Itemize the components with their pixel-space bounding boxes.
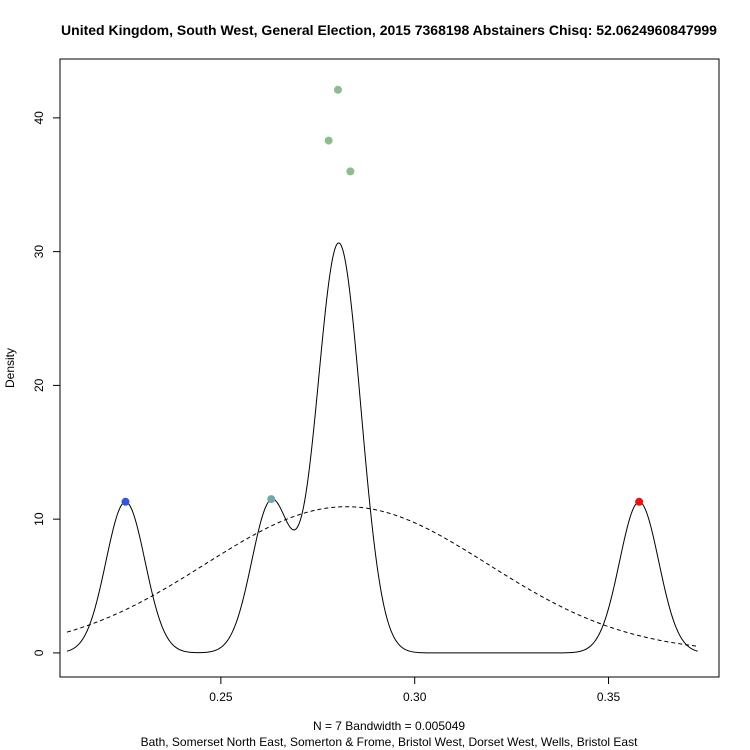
y-axis: 0 10 20 30 40 xyxy=(32,111,60,656)
y-tick-label: 10 xyxy=(32,512,46,526)
points-layer xyxy=(121,85,644,506)
data-point xyxy=(121,497,130,506)
x-tick-label: 0.25 xyxy=(209,690,233,704)
y-tick-label: 30 xyxy=(32,245,46,259)
y-axis-label: Density xyxy=(3,348,17,388)
y-tick-label: 20 xyxy=(32,378,46,392)
x-tick-label: 0.35 xyxy=(597,690,621,704)
y-tick-label: 40 xyxy=(32,111,46,125)
plot-frame xyxy=(59,58,720,678)
series-layer xyxy=(66,242,698,654)
data-point xyxy=(267,495,276,504)
x-axis-label-constituencies: Bath, Somerset North East, Somerton & Fr… xyxy=(141,735,638,749)
x-axis-label-stats: N = 7 Bandwidth = 0.005049 xyxy=(313,719,465,733)
data-point xyxy=(324,136,333,145)
y-tick-label: 0 xyxy=(32,649,46,656)
x-axis: 0.25 0.30 0.35 xyxy=(209,677,621,704)
data-point xyxy=(346,167,355,176)
data-point xyxy=(635,497,644,506)
density-curve xyxy=(66,242,698,654)
normal-curve xyxy=(66,506,698,647)
x-tick-label: 0.30 xyxy=(403,690,427,704)
data-point xyxy=(333,85,342,94)
chart-title: United Kingdom, South West, General Elec… xyxy=(61,22,717,38)
